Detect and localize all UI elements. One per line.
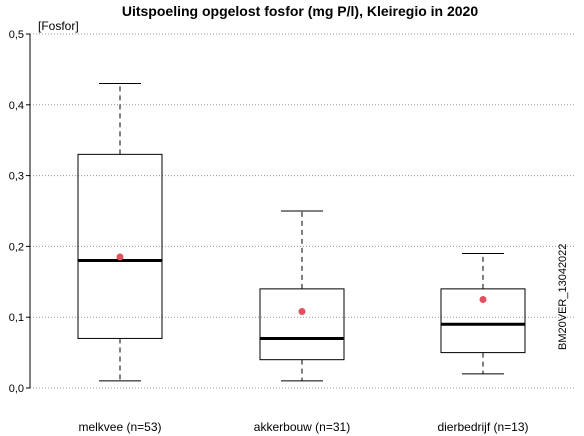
iqr-box xyxy=(77,153,163,339)
y-tick-label: 0,5 xyxy=(9,29,24,41)
category-label: melkvee (n=53) xyxy=(78,420,161,434)
category-label: akkerbouw (n=31) xyxy=(254,420,350,434)
mean-point xyxy=(298,308,306,316)
y-tick-label: 0,3 xyxy=(9,171,24,183)
box-group xyxy=(77,83,163,382)
y-axis-unit-label: [Fosfor] xyxy=(38,19,79,33)
box-group xyxy=(259,210,345,382)
iqr-box xyxy=(440,288,526,354)
y-tick-label: 0,0 xyxy=(9,383,24,395)
iqr-box xyxy=(259,288,345,361)
y-tick-label: 0,4 xyxy=(9,100,24,112)
y-tick-label: 0,2 xyxy=(9,241,24,253)
chart-title: Uitspoeling opgelost fosfor (mg P/l), Kl… xyxy=(122,3,478,19)
grid-lines xyxy=(30,33,574,389)
y-tick-label: 0,1 xyxy=(9,312,24,324)
boxes xyxy=(77,83,526,382)
side-label: BM20VER_13042022 xyxy=(557,244,569,350)
mean-point xyxy=(116,253,124,261)
mean-point xyxy=(479,296,487,303)
category-label: dierbedrijf (n=13) xyxy=(437,420,528,434)
y-axis-ticks: 0,0 0,1 0,2 0,3 0,4 0,5 xyxy=(9,29,30,395)
box-group xyxy=(440,252,526,375)
category-labels: melkvee (n=53) akkerbouw (n=31) dierbedrij… xyxy=(78,420,528,434)
